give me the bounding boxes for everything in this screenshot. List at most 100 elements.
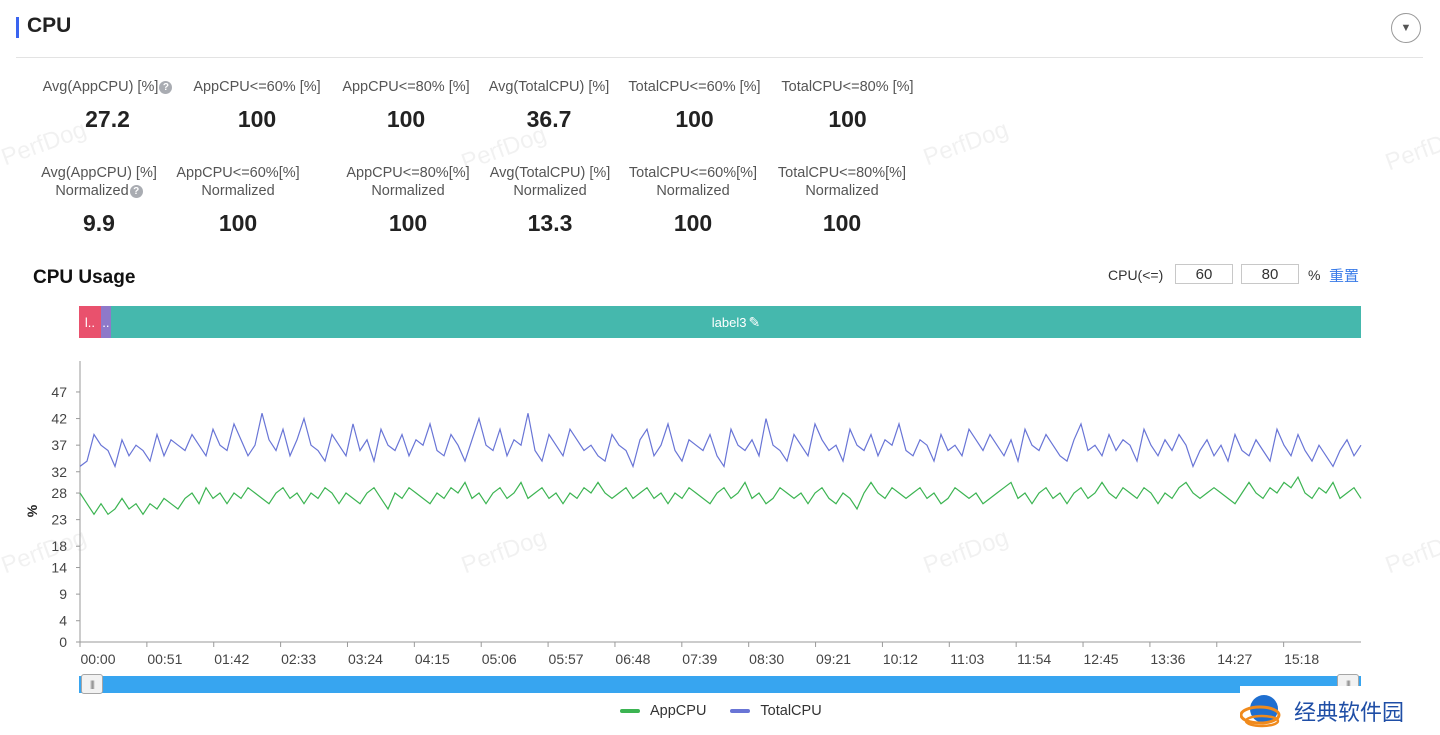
x-tick-label: 06:48 (615, 651, 650, 667)
brand-text: 经典软件园 (1294, 700, 1405, 726)
stat-value: 9.9 (83, 210, 115, 236)
collapse-button[interactable]: ▼ (1391, 13, 1421, 43)
y-tick-label: 4 (59, 613, 67, 629)
brand-logo: 经典软件园 (1240, 686, 1440, 735)
stat-label: Normalized (371, 183, 445, 199)
edit-icon[interactable]: ✎ (748, 313, 761, 330)
label-text: label3 (711, 314, 747, 330)
stat-value: 100 (386, 106, 426, 132)
divider (16, 57, 1423, 58)
x-tick-label: 05:57 (549, 651, 584, 667)
legend-item-appcpu[interactable]: AppCPU (620, 703, 706, 719)
stat-totalcpu-60-normalized: TotalCPU<=60%[%] Normalized 100 (618, 164, 768, 237)
stat-avg-appcpu: Avg(AppCPU) [%]? 27.2 (30, 78, 185, 133)
x-tick-label: 11:03 (950, 651, 984, 667)
stat-label: Normalized (513, 183, 587, 199)
stat-label: Normalized (55, 183, 129, 199)
legend-label: AppCPU (650, 703, 707, 719)
y-axis: 0 4 9 14 18 23 28 32 37 42 47% (24, 361, 81, 650)
watermark: PerfDog (919, 115, 1012, 172)
chart-lines (79, 413, 1362, 516)
y-tick-label: 37 (51, 437, 67, 453)
stat-label: TotalCPU<=60%[%] (628, 165, 758, 181)
stat-label: AppCPU<=60% [%] (193, 79, 321, 95)
stat-totalcpu-60: TotalCPU<=60% [%] 100 (617, 78, 772, 133)
y-tick-label: 9 (59, 586, 67, 602)
threshold-high-input[interactable] (1241, 264, 1299, 284)
stat-label: Avg(AppCPU) [%] (42, 79, 159, 95)
stat-appcpu-60: AppCPU<=60% [%] 100 (182, 78, 332, 133)
x-axis: 00:00 00:51 01:42 02:33 03:24 04:15 05:06 05:57… (79, 641, 1361, 667)
y-tick-label: 18 (51, 538, 67, 554)
title-accent-bar (16, 17, 19, 38)
label-text: l.. (84, 314, 95, 330)
stat-appcpu-80-normalized: AppCPU<=80%[%] Normalized 100 (333, 164, 483, 237)
x-tick-label: 02:33 (281, 651, 316, 667)
y-tick-label: 47 (51, 384, 67, 400)
y-tick-label: 32 (51, 464, 67, 480)
x-tick-label: 03:24 (348, 651, 383, 667)
stat-value: 100 (673, 210, 713, 236)
stat-label: Avg(TotalCPU) [%] (489, 165, 611, 181)
x-tick-label: 12:45 (1084, 651, 1119, 667)
stat-value: 100 (822, 210, 862, 236)
stat-label: AppCPU<=80%[%] (346, 165, 470, 181)
label-segment[interactable]: label3 ✎ (111, 306, 1361, 338)
stat-avg-totalcpu-normalized: Avg(TotalCPU) [%] Normalized 13.3 (475, 164, 625, 237)
x-tick-label: 10:12 (883, 651, 918, 667)
stat-value: 13.3 (527, 210, 573, 236)
time-range-slider[interactable] (79, 676, 1361, 693)
stat-value: 36.7 (526, 106, 572, 132)
stat-appcpu-60-normalized: AppCPU<=60%[%] Normalized 100 (163, 164, 313, 237)
stat-value: 100 (218, 210, 258, 236)
reset-link[interactable]: 重置 (1329, 268, 1360, 285)
y-tick-label: 28 (51, 485, 67, 501)
stat-label: TotalCPU<=60% [%] (628, 79, 761, 95)
stat-label: TotalCPU<=80% [%] (781, 79, 914, 95)
x-tick-label: 04:15 (415, 651, 450, 667)
stat-label: Avg(AppCPU) [%] (41, 165, 157, 181)
stat-label: Normalized (805, 183, 879, 199)
stat-avg-appcpu-normalized: Avg(AppCPU) [%] Normalized? 9.9 (25, 164, 173, 237)
chart-legend: AppCPU TotalCPU (620, 703, 822, 719)
x-tick-label: 13:36 (1150, 651, 1185, 667)
stat-value: 100 (675, 106, 714, 132)
y-tick-label: 14 (51, 560, 67, 576)
chart-title: CPU Usage (33, 267, 136, 288)
y-axis-label: % (24, 504, 40, 517)
cpu-line-chart: 0 4 9 14 18 23 28 32 37 42 47% 00:00 00:51 01:42 02:3… (24, 361, 1362, 667)
help-icon[interactable]: ? (129, 185, 143, 198)
label-text: .. (102, 314, 110, 330)
series-line-totalcpu (79, 413, 1362, 469)
series-line-appcpu (79, 475, 1362, 516)
y-tick-label: 42 (51, 411, 67, 427)
x-tick-label: 15:18 (1284, 651, 1319, 667)
stat-label: Avg(TotalCPU) [%] (488, 79, 610, 95)
threshold-low-input[interactable] (1175, 264, 1233, 284)
x-tick-label: 00:00 (80, 651, 115, 667)
brand-logo-icon (1240, 694, 1281, 727)
legend-swatch (620, 709, 640, 713)
stat-appcpu-80: AppCPU<=80% [%] 100 (331, 78, 481, 133)
x-tick-label: 07:39 (682, 651, 717, 667)
watermark: PerfDog (1381, 120, 1440, 177)
x-tick-label: 14:27 (1217, 651, 1252, 667)
legend-swatch (730, 709, 751, 713)
label-segment[interactable]: .. (100, 306, 112, 338)
section-title-cpu: CPU (27, 14, 72, 37)
stat-label: Normalized (656, 183, 730, 199)
label-segment[interactable]: l.. (79, 306, 101, 338)
help-icon[interactable]: ? (159, 81, 173, 94)
stat-totalcpu-80: TotalCPU<=80% [%] 100 (770, 78, 925, 133)
slider-left-handle[interactable]: ||| (81, 674, 103, 694)
legend-item-totalcpu[interactable]: TotalCPU (730, 703, 822, 719)
stat-value: 100 (388, 210, 428, 236)
stat-value: 27.2 (85, 106, 130, 132)
chevron-down-icon: ▼ (1400, 22, 1412, 34)
x-tick-label: 01:42 (214, 651, 249, 667)
stat-avg-totalcpu: Avg(TotalCPU) [%] 36.7 (474, 78, 624, 133)
stat-label: AppCPU<=80% [%] (342, 79, 470, 95)
x-tick-label: 09:21 (816, 651, 851, 667)
threshold-unit: % (1308, 267, 1321, 283)
x-tick-label: 05:06 (482, 651, 517, 667)
